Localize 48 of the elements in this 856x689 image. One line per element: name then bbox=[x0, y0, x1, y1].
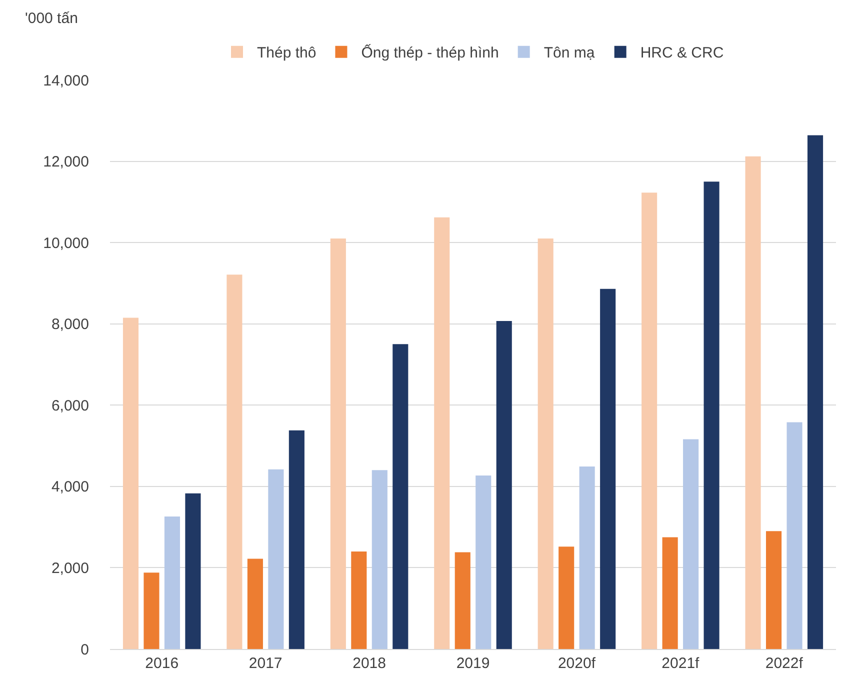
x-tick-label: 2017 bbox=[248, 655, 282, 672]
bar bbox=[247, 558, 263, 649]
legend-label: Ống thép - thép hình bbox=[361, 44, 499, 62]
bar bbox=[600, 288, 616, 649]
x-tick-label: 2022f bbox=[765, 655, 804, 672]
bar bbox=[766, 531, 782, 649]
bar bbox=[558, 546, 574, 649]
bar bbox=[807, 135, 824, 649]
bar bbox=[786, 422, 802, 649]
bar bbox=[496, 321, 512, 649]
x-tick-label: 2019 bbox=[456, 655, 490, 672]
y-tick-label: 6,000 bbox=[51, 397, 89, 414]
y-tick-label: 12,000 bbox=[43, 154, 89, 171]
bar bbox=[454, 552, 470, 649]
legend-label: HRC & CRC bbox=[640, 44, 724, 62]
y-tick-label: 4,000 bbox=[51, 478, 89, 496]
bar bbox=[372, 470, 388, 649]
x-tick-label: 2021f bbox=[662, 655, 700, 672]
bar bbox=[351, 551, 367, 649]
bar bbox=[538, 238, 554, 649]
y-tick-label: 10,000 bbox=[43, 234, 89, 252]
bar bbox=[144, 572, 160, 649]
bar bbox=[226, 274, 242, 649]
y-tick-label: 0 bbox=[80, 641, 89, 658]
bar bbox=[288, 430, 304, 649]
bar bbox=[392, 344, 408, 649]
bar bbox=[579, 466, 595, 649]
x-tick-label: 2016 bbox=[145, 655, 179, 672]
bar bbox=[434, 217, 450, 649]
bar bbox=[164, 516, 180, 649]
bar bbox=[476, 475, 492, 649]
bar bbox=[704, 182, 720, 649]
bar bbox=[662, 537, 678, 649]
y-axis-title: '000 tấn bbox=[25, 10, 78, 27]
x-tick-label: 2020f bbox=[558, 655, 596, 672]
bar bbox=[185, 493, 201, 649]
bar bbox=[330, 238, 346, 649]
bar bbox=[745, 156, 761, 649]
y-tick-label: 8,000 bbox=[51, 316, 89, 334]
y-tick-label: 2,000 bbox=[51, 560, 89, 577]
bar bbox=[122, 318, 139, 649]
y-tick-label: 14,000 bbox=[43, 72, 89, 90]
bar bbox=[683, 439, 699, 649]
x-tick-label: 2018 bbox=[352, 655, 386, 672]
legend-label: Tôn mạ bbox=[544, 44, 596, 62]
legend-label: Thép thô bbox=[257, 44, 316, 62]
bar bbox=[642, 192, 658, 649]
bar bbox=[268, 469, 284, 649]
